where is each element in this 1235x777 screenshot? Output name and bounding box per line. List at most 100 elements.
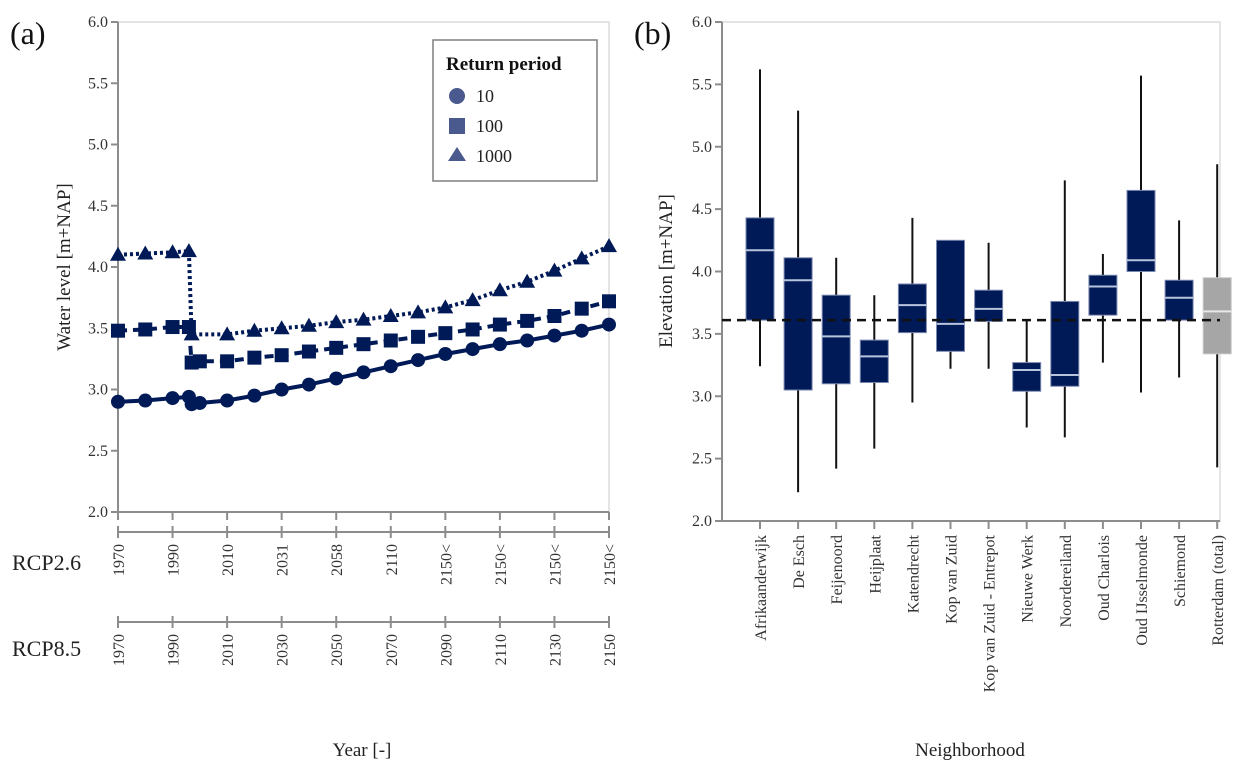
data-point-circle — [465, 342, 480, 357]
secondary-x-tick-label: 1970 — [111, 544, 128, 576]
secondary-x-tick-label: 2130 — [547, 634, 564, 666]
legend: Return period 10 100 1000 — [432, 39, 598, 182]
data-point-square — [192, 354, 207, 369]
data-point-triangle — [183, 326, 200, 341]
data-point-circle — [220, 393, 235, 408]
data-point-circle — [438, 346, 453, 361]
box-iqr — [1164, 279, 1194, 321]
data-point-triangle — [519, 273, 536, 288]
panel-b-x-axis: Afrikaanderwijk De Esch Feijenoord Heijplaa… — [722, 520, 1227, 692]
box-iqr — [821, 294, 851, 385]
y-tick-label: 5.0 — [692, 139, 712, 156]
secondary-x-tick-label: 2031 — [275, 544, 292, 576]
x-tick-label: Kop van Zuid — [944, 535, 961, 624]
y-tick-label: 2.0 — [692, 513, 712, 530]
box-iqr — [1012, 362, 1042, 392]
secondary-x-tick-label: 2150< — [602, 544, 619, 585]
secondary-x-tick-label: 2090 — [438, 634, 455, 666]
panel-a-x-axis: 1970 1990 2010 2031 2058 2110 2150< 2150< 2150< 2… — [111, 511, 619, 666]
data-point-circle — [547, 328, 562, 343]
panel-b-boxes — [722, 69, 1232, 493]
x-tick-label: Oud IJsselmonde — [1134, 535, 1151, 646]
rcp26-axis-label: RCP2.6 — [12, 550, 81, 575]
data-point-triangle — [410, 304, 427, 319]
y-tick-label: 2.5 — [692, 451, 712, 468]
data-point-circle — [602, 317, 616, 332]
rcp85-axis-label: RCP8.5 — [12, 636, 81, 661]
data-point-square — [547, 309, 562, 323]
box-iqr — [1088, 274, 1118, 316]
y-tick-label: 6.0 — [692, 14, 712, 31]
x-tick-label: Nieuwe Werk — [1020, 535, 1037, 623]
data-point-square — [220, 354, 235, 369]
data-point-circle — [247, 388, 262, 403]
data-point-circle — [138, 393, 153, 408]
panel-b-y-axis: 2.0 2.5 3.0 3.5 4.0 4.5 5.0 5.5 6.0 — [692, 14, 723, 530]
data-point-circle — [165, 391, 180, 406]
box-iqr — [745, 217, 775, 321]
box-iqr — [1126, 189, 1156, 273]
data-point-triangle — [464, 292, 481, 307]
legend-title: Return period — [446, 54, 562, 75]
y-tick-label: 3.5 — [692, 326, 712, 343]
data-point-triangle — [328, 314, 345, 329]
secondary-x-tick-label: 2010 — [220, 634, 237, 666]
data-point-circle — [574, 323, 589, 338]
y-tick-label: 4.5 — [88, 198, 108, 215]
panel-a-y-axis-title: Water level [m+NAP] — [54, 183, 75, 350]
data-point-square — [274, 348, 289, 363]
x-tick-label: Rotterdam (total) — [1210, 535, 1227, 646]
data-point-triangle — [491, 282, 508, 297]
data-point-triangle — [164, 244, 181, 259]
series-line-1000 — [117, 244, 610, 337]
data-point-square — [165, 320, 180, 335]
box-iqr — [859, 339, 889, 384]
y-tick-label: 6.0 — [88, 14, 108, 31]
secondary-x-tick-label: 2058 — [329, 544, 346, 576]
panel-b-y-axis-title: Elevation [m+NAP] — [656, 194, 677, 348]
data-point-square — [492, 317, 507, 332]
data-point-circle — [301, 377, 316, 392]
data-point-square — [301, 344, 316, 359]
y-tick-label: 5.0 — [88, 137, 108, 154]
panel-a-water-level-chart: (a) 2.0 2.5 3.0 3.5 4.0 4.5 5.0 5.5 6.0 1970 1990… — [10, 14, 619, 761]
data-point-square — [520, 313, 535, 328]
x-tick-label: Oud Charlois — [1096, 535, 1113, 621]
box-iqr — [1202, 277, 1232, 355]
secondary-x-tick-label: 2030 — [275, 634, 292, 666]
x-tick-label: Afrikaanderwijk — [753, 535, 770, 641]
secondary-x-tick-label: 2010 — [220, 544, 237, 576]
data-point-circle — [192, 395, 207, 410]
panel-b-label: (b) — [634, 15, 671, 51]
secondary-x-tick-label: 2150 — [602, 634, 619, 666]
data-point-square — [138, 322, 153, 337]
secondary-x-tick-label: 2070 — [384, 634, 401, 666]
data-point-triangle — [300, 317, 317, 332]
data-point-circle — [411, 353, 426, 368]
secondary-x-tick-label: 2150< — [438, 544, 455, 585]
y-tick-label: 2.0 — [88, 504, 108, 521]
data-point-square — [356, 337, 371, 352]
legend-label-1000: 1000 — [476, 146, 512, 166]
box-iqr — [936, 239, 965, 352]
x-tick-label: Katendrecht — [905, 534, 922, 613]
y-tick-label: 4.0 — [692, 264, 712, 281]
panel-a-x-axis-title: Year [-] — [333, 740, 392, 761]
secondary-x-tick-label: 2150< — [547, 544, 564, 585]
box-iqr — [1050, 300, 1080, 387]
data-point-circle — [492, 337, 507, 352]
data-point-triangle — [180, 243, 197, 258]
data-point-circle — [329, 371, 344, 386]
data-point-circle — [111, 394, 125, 409]
data-point-square — [602, 294, 616, 309]
data-point-triangle — [273, 320, 290, 335]
data-point-triangle — [573, 250, 590, 265]
data-point-circle — [274, 382, 289, 397]
x-tick-label: Feijenoord — [829, 535, 846, 604]
legend-triangle-icon — [448, 147, 466, 161]
secondary-x-tick-label: 1990 — [166, 544, 183, 576]
data-point-square — [329, 340, 344, 355]
box-iqr — [783, 257, 813, 391]
data-point-triangle — [246, 322, 263, 337]
